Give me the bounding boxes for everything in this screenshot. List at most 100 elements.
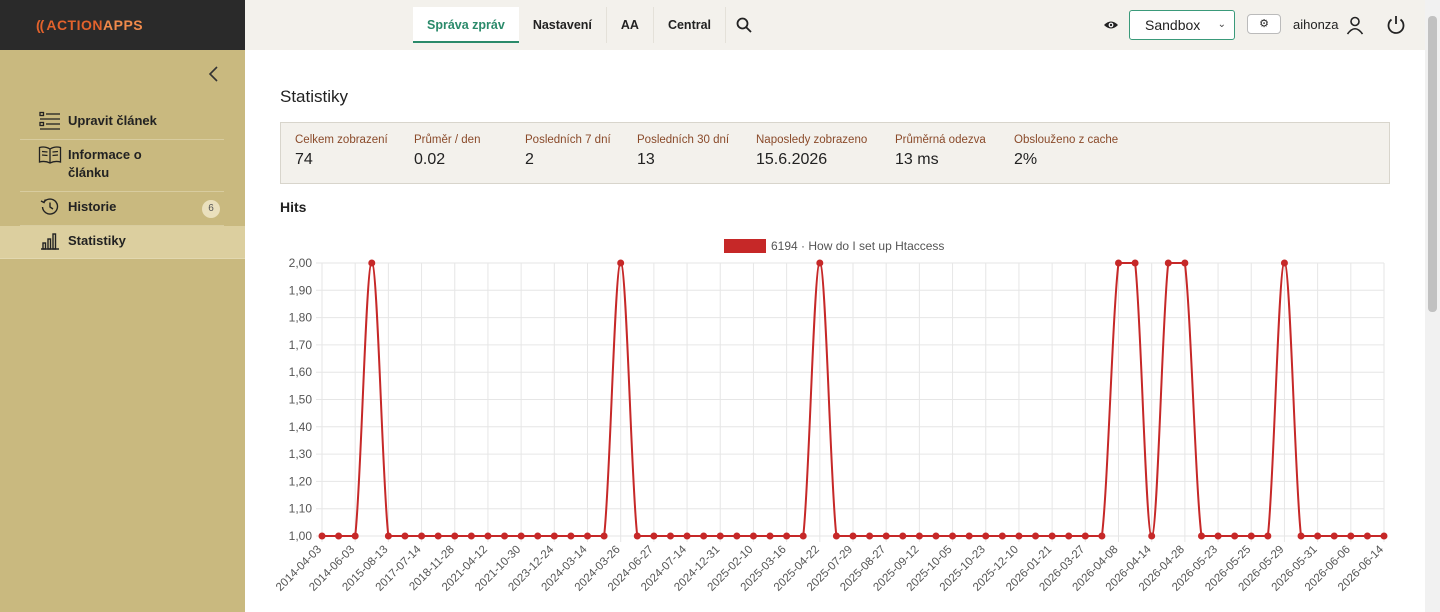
- data-point[interactable]: [600, 532, 608, 540]
- data-point[interactable]: [799, 532, 807, 540]
- project-select[interactable]: Sandbox ⌄: [1129, 10, 1235, 40]
- stats-summary: Celkem zobrazení 74 Průměr / den 0.02 Po…: [280, 122, 1390, 184]
- data-point[interactable]: [998, 532, 1006, 540]
- data-point[interactable]: [384, 532, 392, 540]
- data-point[interactable]: [949, 532, 957, 540]
- data-point[interactable]: [733, 532, 741, 540]
- data-point[interactable]: [1380, 532, 1388, 540]
- data-point[interactable]: [1131, 259, 1139, 267]
- search-button[interactable]: [726, 7, 762, 43]
- data-point[interactable]: [849, 532, 857, 540]
- data-point[interactable]: [816, 259, 824, 267]
- data-point[interactable]: [1098, 532, 1106, 540]
- username[interactable]: aihonza: [1293, 17, 1339, 32]
- data-point[interactable]: [1148, 532, 1156, 540]
- data-point[interactable]: [982, 532, 990, 540]
- data-point[interactable]: [1297, 532, 1305, 540]
- data-point[interactable]: [401, 532, 409, 540]
- y-tick-label: 1,40: [289, 420, 313, 434]
- data-point[interactable]: [467, 532, 475, 540]
- data-point[interactable]: [1214, 532, 1222, 540]
- stat-last-viewed: Naposledy zobrazeno 15.6.2026: [756, 134, 867, 169]
- sidebar-item-historie[interactable]: Historie 6: [20, 196, 224, 226]
- data-point[interactable]: [1197, 532, 1205, 540]
- data-point[interactable]: [335, 532, 343, 540]
- data-point[interactable]: [1363, 532, 1371, 540]
- chevron-left-icon[interactable]: [204, 64, 224, 84]
- data-point[interactable]: [633, 532, 641, 540]
- data-point[interactable]: [434, 532, 442, 540]
- data-point[interactable]: [783, 532, 791, 540]
- data-point[interactable]: [368, 259, 376, 267]
- data-point[interactable]: [1231, 532, 1239, 540]
- sidebar-item-upravit-clanek[interactable]: Upravit článek: [20, 110, 224, 140]
- data-point[interactable]: [517, 532, 525, 540]
- data-point[interactable]: [418, 532, 426, 540]
- tab-aa[interactable]: AA: [607, 7, 654, 43]
- data-point[interactable]: [584, 532, 591, 540]
- data-point[interactable]: [1015, 532, 1023, 540]
- data-point[interactable]: [832, 532, 840, 540]
- data-point[interactable]: [1081, 532, 1089, 540]
- data-point[interactable]: [1115, 259, 1122, 267]
- data-point[interactable]: [617, 259, 625, 267]
- data-point[interactable]: [1247, 532, 1255, 540]
- sidebar-item-statistiky[interactable]: Statistiky: [0, 226, 245, 259]
- data-point[interactable]: [1164, 259, 1172, 267]
- page-scrollbar[interactable]: [1425, 0, 1440, 612]
- app-logo[interactable]: (( ACTION APPS: [0, 0, 245, 50]
- data-point[interactable]: [1330, 532, 1338, 540]
- data-point[interactable]: [666, 532, 674, 540]
- stat-last-30-days: Posledních 30 dní 13: [637, 134, 729, 169]
- data-point[interactable]: [451, 532, 459, 540]
- stat-value: 15.6.2026: [756, 151, 828, 168]
- data-point[interactable]: [716, 532, 724, 540]
- stat-value: 13: [637, 151, 655, 168]
- stat-value: 13 ms: [895, 151, 939, 168]
- tab-nastaveni[interactable]: Nastavení: [519, 7, 607, 43]
- data-point[interactable]: [700, 532, 708, 540]
- data-point[interactable]: [683, 532, 691, 540]
- data-point[interactable]: [932, 532, 940, 540]
- data-point[interactable]: [484, 532, 492, 540]
- stat-label: Posledních 7 dní: [525, 134, 611, 146]
- data-point[interactable]: [1314, 532, 1322, 540]
- data-point[interactable]: [567, 532, 575, 540]
- legend-label[interactable]: 6194 · How do I set up Htaccess: [771, 239, 944, 253]
- data-point[interactable]: [351, 532, 359, 540]
- tab-sprava-zprav[interactable]: Správa zpráv: [413, 7, 519, 43]
- data-point[interactable]: [650, 532, 658, 540]
- sidebar-item-informace[interactable]: Informace o článku: [20, 144, 224, 192]
- sidebar: Upravit článek Informace o článku Histor…: [0, 50, 245, 612]
- scrollbar-thumb[interactable]: [1428, 16, 1437, 312]
- chart-series: [318, 259, 1388, 540]
- settings-button[interactable]: ⚙: [1247, 14, 1281, 34]
- y-tick-label: 1,90: [289, 283, 313, 297]
- tab-central[interactable]: Central: [654, 7, 727, 43]
- eye-icon[interactable]: [1103, 17, 1119, 33]
- data-point[interactable]: [1280, 259, 1288, 267]
- data-point[interactable]: [501, 532, 509, 540]
- data-point[interactable]: [882, 532, 890, 540]
- main-nav: Správa zpráv Nastavení AA Central: [413, 7, 762, 43]
- data-point[interactable]: [766, 532, 774, 540]
- user-icon[interactable]: [1345, 15, 1365, 35]
- data-point[interactable]: [1048, 532, 1056, 540]
- stat-label: Průměrná odezva: [895, 134, 986, 146]
- data-point[interactable]: [965, 532, 973, 540]
- data-point[interactable]: [866, 532, 874, 540]
- data-point[interactable]: [749, 532, 757, 540]
- data-point[interactable]: [550, 532, 558, 540]
- data-point[interactable]: [1264, 532, 1272, 540]
- legend-swatch[interactable]: [724, 239, 766, 253]
- data-point[interactable]: [1181, 259, 1189, 267]
- data-point[interactable]: [1032, 532, 1040, 540]
- power-icon[interactable]: [1385, 14, 1407, 36]
- sidebar-item-label: Historie: [68, 199, 117, 214]
- data-point[interactable]: [899, 532, 907, 540]
- data-point[interactable]: [1065, 532, 1073, 540]
- data-point[interactable]: [915, 532, 923, 540]
- data-point[interactable]: [534, 532, 542, 540]
- data-point[interactable]: [318, 532, 326, 540]
- data-point[interactable]: [1347, 532, 1355, 540]
